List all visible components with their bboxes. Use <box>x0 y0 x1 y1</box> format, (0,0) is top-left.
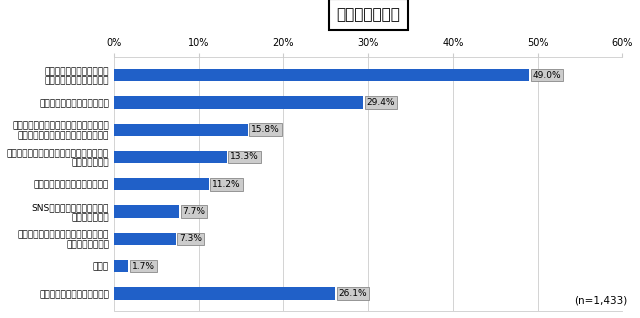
Text: 11.2%: 11.2% <box>212 180 241 189</box>
Text: 7.3%: 7.3% <box>179 234 202 243</box>
Text: 29.4%: 29.4% <box>367 98 395 107</box>
Bar <box>114 178 209 190</box>
Text: 26.1%: 26.1% <box>339 289 367 298</box>
Text: 49.0%: 49.0% <box>532 71 561 80</box>
Text: 7.7%: 7.7% <box>182 207 205 216</box>
Title: 不満だったとき: 不満だったとき <box>336 7 400 22</box>
Bar <box>114 233 176 245</box>
Bar <box>114 96 363 108</box>
Bar <box>114 287 335 300</box>
Text: 15.8%: 15.8% <box>252 125 280 134</box>
Text: (n=1,433): (n=1,433) <box>574 295 627 305</box>
Text: 1.7%: 1.7% <box>132 262 155 271</box>
Text: 13.3%: 13.3% <box>230 152 259 162</box>
Bar <box>114 123 248 136</box>
Bar <box>114 69 529 81</box>
Bar <box>114 151 227 163</box>
Bar <box>114 205 179 218</box>
Bar <box>114 260 129 272</box>
